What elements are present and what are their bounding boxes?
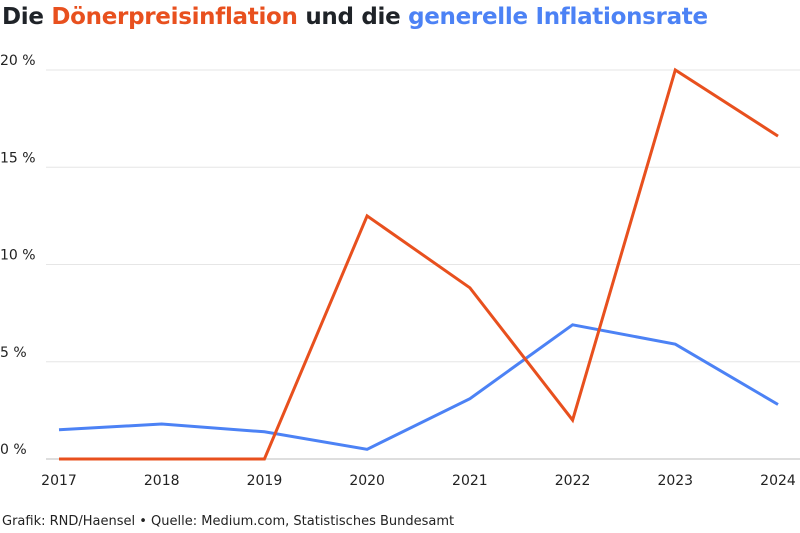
x-tick-label: 2022 (555, 473, 591, 489)
y-axis-ticks: 0 % 5 % 10 % 15 % 20 % (0, 53, 36, 458)
title-doner-highlight: Dönerpreisinflation (51, 4, 298, 30)
series-inflation (58, 323, 779, 451)
chart-title: Die Dönerpreisinflation und die generell… (2, 4, 708, 30)
x-tick-label: 2020 (349, 473, 385, 489)
x-tick-label: 2017 (41, 473, 77, 489)
series-line-inflation (58, 323, 779, 451)
x-tick-label: 2023 (657, 473, 693, 489)
y-tick-label: 5 % (0, 345, 27, 361)
y-tick-label: 0 % (0, 442, 27, 458)
line-chart: 0 %5 %10 %15 %20 % 2017 2018 2019 2020 2021 2… (0, 53, 800, 489)
series-line-doner (59, 67, 779, 461)
series-lines (58, 67, 779, 461)
grid-lines (46, 69, 800, 460)
title-part-1: Die (2, 4, 52, 30)
x-tick-label: 2019 (247, 473, 283, 489)
y-tick-label: 15 % (0, 150, 36, 166)
y-tick-label: 10 % (0, 248, 36, 264)
title-part-3: und die (297, 4, 409, 30)
source-footer: Grafik: RND/Haensel • Quelle: Medium.com… (2, 514, 455, 529)
x-axis-ticks: 2017 2018 2019 2020 2021 2022 2023 2024 (41, 473, 796, 489)
series-doner (58, 67, 779, 461)
y-tick-label: 20 % (0, 53, 36, 69)
title-inflation-highlight: generelle Inflationsrate (408, 4, 708, 30)
x-tick-label: 2018 (144, 473, 180, 489)
x-tick-label: 2021 (452, 473, 488, 489)
x-tick-label: 2024 (760, 473, 796, 489)
